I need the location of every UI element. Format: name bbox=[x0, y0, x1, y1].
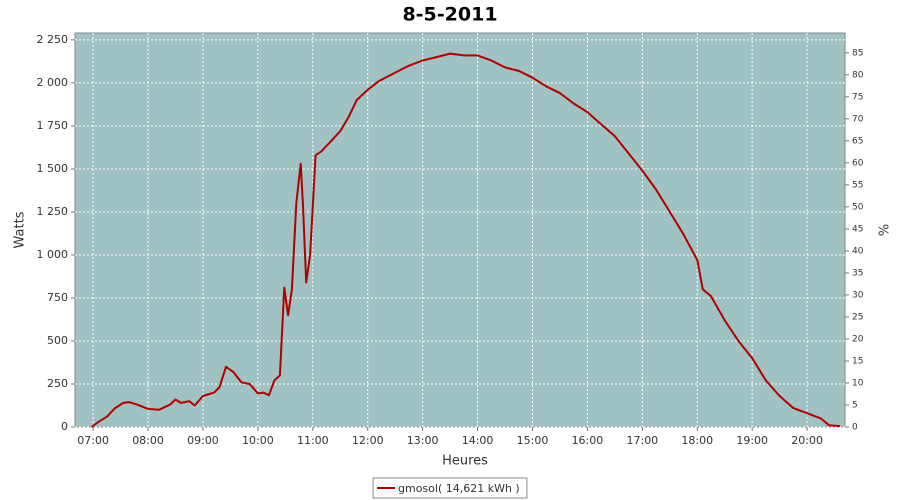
legend: gmosol( 14,621 kWh ) bbox=[372, 477, 528, 499]
chart-title: 8-5-2011 bbox=[402, 4, 497, 26]
y-tick-label: 250 bbox=[47, 377, 68, 390]
x-tick-label: 13:00 bbox=[407, 434, 439, 447]
y2-tick-label: 15 bbox=[852, 356, 863, 366]
y-tick-label: 2 000 bbox=[37, 76, 69, 89]
y2-tick-label: 5 bbox=[852, 400, 858, 410]
y-tick-label: 1 250 bbox=[37, 205, 69, 218]
y-tick-label: 0 bbox=[61, 420, 68, 433]
y2-tick-label: 65 bbox=[852, 136, 863, 146]
x-tick-label: 09:00 bbox=[187, 434, 219, 447]
x-tick-label: 11:00 bbox=[297, 434, 329, 447]
y2-tick-label: 75 bbox=[852, 92, 863, 102]
x-tick-label: 14:00 bbox=[462, 434, 494, 447]
x-tick-label: 15:00 bbox=[517, 434, 549, 447]
y2-tick-label: 85 bbox=[852, 48, 863, 58]
x-tick-label: 07:00 bbox=[77, 434, 109, 447]
y-tick-label: 1 500 bbox=[37, 162, 69, 175]
x-axis-title: Heures bbox=[442, 454, 488, 469]
y2-axis-title: % bbox=[875, 224, 890, 236]
x-tick-label: 12:00 bbox=[352, 434, 384, 447]
y2-tick-label: 25 bbox=[852, 312, 863, 322]
y2-tick-label: 55 bbox=[852, 180, 863, 190]
legend-label: gmosol( 14,621 kWh ) bbox=[398, 482, 520, 495]
y-tick-label: 1 000 bbox=[37, 248, 69, 261]
x-tick-label: 16:00 bbox=[572, 434, 604, 447]
x-tick-label: 10:00 bbox=[242, 434, 274, 447]
y2-tick-label: 50 bbox=[852, 202, 864, 212]
series-line bbox=[90, 52, 841, 428]
y2-tick-label: 45 bbox=[852, 224, 863, 234]
x-tick-label: 17:00 bbox=[626, 434, 658, 447]
y2-tick-label: 60 bbox=[852, 158, 864, 168]
y2-tick-label: 35 bbox=[852, 268, 863, 278]
y2-tick-label: 0 bbox=[852, 423, 858, 433]
plot-area bbox=[74, 32, 846, 428]
x-tick-label: 20:00 bbox=[791, 434, 823, 447]
y-tick-label: 2 250 bbox=[37, 33, 69, 46]
y-tick-label: 500 bbox=[47, 334, 68, 347]
y2-tick-label: 80 bbox=[852, 70, 864, 80]
legend-box bbox=[372, 477, 528, 499]
y-axis-title: Watts bbox=[13, 211, 28, 248]
x-tick-label: 18:00 bbox=[681, 434, 713, 447]
y2-tick-label: 30 bbox=[852, 290, 864, 300]
y2-tick-label: 20 bbox=[852, 334, 864, 344]
y-tick-label: 1 750 bbox=[37, 119, 69, 132]
x-tick-label: 08:00 bbox=[132, 434, 164, 447]
y-tick-label: 750 bbox=[47, 291, 68, 304]
x-tick-label: 19:00 bbox=[736, 434, 768, 447]
y2-tick-label: 10 bbox=[852, 378, 864, 388]
y2-tick-label: 40 bbox=[852, 246, 864, 256]
y2-tick-label: 70 bbox=[852, 114, 864, 124]
